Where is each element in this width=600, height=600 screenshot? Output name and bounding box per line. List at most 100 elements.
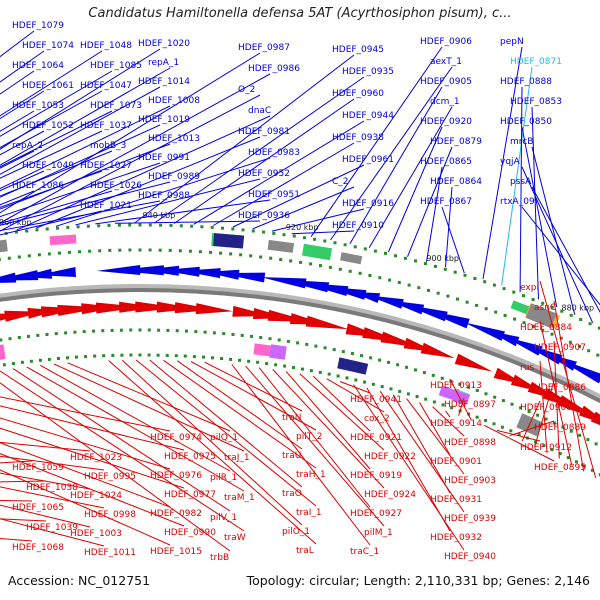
tick-mark xyxy=(550,305,554,309)
tick-mark xyxy=(582,464,586,468)
gene-label-top: HDEF_1085 xyxy=(90,61,142,71)
leader-line xyxy=(0,150,113,197)
tick-mark xyxy=(569,313,573,317)
tick-mark xyxy=(156,353,160,357)
forward-gene-arrow xyxy=(386,300,425,315)
gene-label-top: HDEF_0871 xyxy=(510,57,562,67)
gene-label-bottom: trbB xyxy=(210,553,229,563)
tick-mark xyxy=(414,368,417,372)
tick-mark xyxy=(47,252,51,256)
tick-mark xyxy=(92,329,95,333)
forward-gene-arrow xyxy=(584,371,600,383)
tick-mark xyxy=(259,255,263,259)
feature-block xyxy=(337,357,369,375)
leader-line xyxy=(0,67,171,166)
leader-line xyxy=(55,157,271,227)
leader-line xyxy=(285,371,371,470)
tick-mark xyxy=(343,243,347,247)
tick-mark xyxy=(473,277,477,280)
gene-label-top: HDEF_0916 xyxy=(342,199,394,209)
tick-mark xyxy=(475,415,479,419)
tick-mark xyxy=(269,256,273,260)
leader-line xyxy=(40,364,231,472)
gene-label-top: HDEF_0910 xyxy=(332,221,384,231)
tick-mark xyxy=(56,226,59,230)
leader-line xyxy=(0,518,105,547)
tick-mark xyxy=(541,328,545,332)
gene-label-top: pssA xyxy=(510,177,532,187)
tick-mark xyxy=(586,438,590,442)
leader-line xyxy=(531,106,539,300)
tick-mark xyxy=(559,336,563,340)
leader-line xyxy=(271,208,365,232)
leader-line xyxy=(521,166,594,324)
tick-mark xyxy=(397,281,401,284)
gene-label-bottom: HDEF_0976 xyxy=(150,471,202,481)
gene-label-bottom: HDEF_0995 xyxy=(84,472,136,482)
gene-label-top: HDEF_1074 xyxy=(22,41,74,51)
tick-mark xyxy=(378,358,382,362)
scale-label: 880 kbp xyxy=(561,303,594,312)
forward-gene-arrow xyxy=(522,343,563,365)
tick-mark xyxy=(475,303,479,307)
gene-label-bottom: HDEF_1068 xyxy=(12,543,64,553)
gene-label-bottom: HDEF_0924 xyxy=(364,490,416,500)
gene-label-top: HDEF_1073 xyxy=(90,101,142,111)
leader-line xyxy=(392,394,451,494)
gene-label-top: C_2 xyxy=(332,177,349,187)
tick-mark xyxy=(45,333,49,336)
reverse-gene-arrow xyxy=(590,411,600,426)
tick-mark xyxy=(292,366,295,370)
leader-line xyxy=(0,455,105,471)
gene-label-top: HDEF_1020 xyxy=(138,39,190,49)
tick-mark xyxy=(494,310,498,314)
forward-gene-arrow xyxy=(504,336,543,356)
gene-label-bottom: HDEF_1023 xyxy=(70,453,122,463)
tick-mark xyxy=(388,278,392,282)
forward-gene-arrow xyxy=(37,267,76,277)
tick-mark xyxy=(336,374,340,378)
gene-label-bottom: traC_1 xyxy=(350,547,379,557)
gene-label-bottom: asnC xyxy=(534,303,556,313)
leader-line xyxy=(173,98,355,224)
gene-label-top: HDEF_1027 xyxy=(80,161,132,171)
reverse-gene-arrow xyxy=(454,353,493,372)
tick-mark xyxy=(279,258,283,261)
tick-mark xyxy=(102,354,106,358)
tick-mark xyxy=(27,334,30,338)
tick-mark xyxy=(596,353,600,357)
gene-label-top: HDEF_0944 xyxy=(342,111,394,121)
reverse-gene-arrow xyxy=(195,303,233,315)
feature-block xyxy=(0,239,8,253)
tick-mark xyxy=(82,330,86,334)
leader-line xyxy=(0,427,185,489)
tick-mark xyxy=(323,239,327,243)
gene-label-bottom: HDEF_1038 xyxy=(26,483,78,493)
tick-mark xyxy=(415,395,419,398)
gene-label-top: dcm_1 xyxy=(430,97,460,107)
leader-line xyxy=(539,320,573,466)
tick-mark xyxy=(231,227,235,231)
leader-line xyxy=(154,76,365,224)
tick-mark xyxy=(594,442,598,446)
tick-mark xyxy=(110,328,114,332)
tick-mark xyxy=(560,309,564,313)
feature-block xyxy=(269,344,287,360)
leader-line xyxy=(0,442,171,508)
gene-label-bottom: cox_2 xyxy=(364,414,390,424)
leader-line xyxy=(445,410,451,418)
tick-mark xyxy=(73,330,77,334)
leader-line xyxy=(190,360,317,431)
leader-line xyxy=(0,504,91,528)
leader-line xyxy=(419,402,451,456)
tick-mark xyxy=(323,346,327,350)
scale-label: 900 kbp xyxy=(426,254,459,263)
leader-line xyxy=(339,381,371,394)
tick-mark xyxy=(513,317,517,321)
gene-label-top: HDEF_0888 xyxy=(500,77,552,87)
feature-block xyxy=(438,385,470,405)
tick-mark xyxy=(138,328,142,332)
tick-mark xyxy=(398,389,402,393)
gene-label-top: HDEF_1013 xyxy=(148,134,200,144)
leader-line xyxy=(553,340,560,459)
